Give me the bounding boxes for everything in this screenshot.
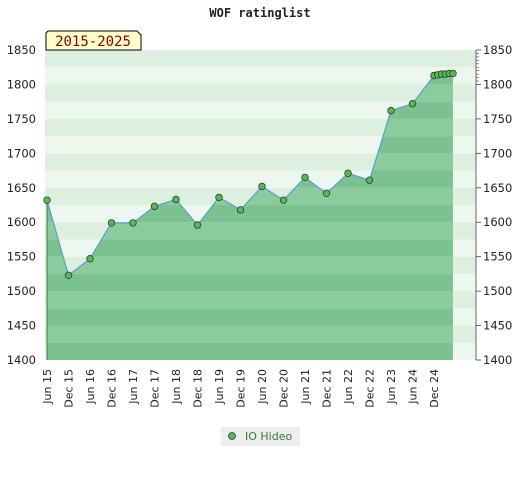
y-tick-label-left: 1700 [7, 146, 36, 160]
data-point [172, 195, 180, 204]
fill-band [47, 291, 453, 309]
data-point [322, 189, 331, 197]
data-point [279, 196, 288, 204]
y-tick-label-right: 1800 [483, 77, 512, 91]
data-point [344, 169, 352, 178]
data-point [215, 193, 223, 202]
x-tick-label: Dec 20 [278, 369, 291, 408]
fill-band [47, 325, 453, 343]
data-point [301, 173, 309, 182]
background-band [45, 50, 476, 68]
x-tick-label: Dec 18 [192, 369, 205, 408]
y-tick-label-right: 1750 [483, 112, 512, 126]
x-tick-label: Jun 19 [213, 369, 226, 405]
legend-series-label: IO Hideo [245, 430, 292, 443]
y-tick-label-right: 1600 [483, 215, 512, 229]
data-points [43, 69, 457, 279]
y-tick-label-right: 1700 [483, 146, 512, 160]
y-tick-label-right: 1550 [483, 250, 512, 264]
background-band [45, 153, 476, 171]
x-axis: Jun 15 Dec 15 Jun 16 Dec 16 Jun 17 Dec 17 Jun … [41, 369, 441, 408]
x-tick-label: Jun 23 [385, 369, 398, 405]
data-point [150, 202, 159, 211]
y-tick-label-left: 1450 [7, 319, 36, 333]
y-tick-label-right: 1850 [483, 43, 512, 57]
x-tick-label: Dec 16 [106, 369, 119, 408]
x-tick-label: Jun 21 [299, 369, 312, 405]
fill-band [47, 222, 453, 240]
background-band [45, 118, 476, 137]
chart-title: WOF ratinglist [209, 6, 310, 20]
y-tick-label-left: 1600 [7, 215, 36, 229]
y-tick-label-right: 1500 [483, 284, 512, 298]
y-tick-label-right: 1450 [483, 319, 512, 333]
x-tick-label: Dec 21 [321, 369, 334, 408]
data-point [408, 100, 417, 108]
x-tick-label: Dec 15 [63, 369, 76, 408]
data-point [193, 221, 202, 229]
y-tick-label-left: 1400 [7, 353, 36, 367]
x-tick-label: Jun 22 [342, 369, 355, 405]
x-tick-label: Jun 15 [41, 369, 54, 405]
legend: IO Hideo [221, 427, 300, 446]
data-point [107, 219, 116, 227]
y-tick-label-left: 1550 [7, 250, 36, 264]
y-tick-label-left: 1650 [7, 181, 36, 195]
data-point [43, 196, 51, 204]
x-tick-label: Dec 17 [149, 369, 162, 408]
y-axis-left: 1400 1450 1500 1550 1600 1650 1700 1750 1800 1850 [7, 43, 36, 367]
data-point [129, 219, 137, 227]
background-band [45, 101, 476, 119]
fill-band [47, 308, 453, 326]
background-band [45, 136, 476, 154]
x-tick-label: Jun 24 [407, 369, 420, 405]
data-point [258, 182, 266, 191]
data-point [236, 206, 245, 214]
y-tick-label-left: 1750 [7, 112, 36, 126]
y-axis-right: 1400 1450 1500 1550 1600 1650 1700 1750 1800 1850 [475, 43, 512, 367]
x-tick-label: Dec 19 [235, 369, 248, 408]
fill-band [47, 273, 453, 292]
fill-band [47, 256, 453, 274]
x-tick-label: Jun 20 [256, 369, 269, 405]
y-tick-label-left: 1500 [7, 284, 36, 298]
period-badge: 2015-2025 [45, 30, 142, 51]
x-tick-label: Jun 16 [84, 369, 97, 405]
y-tick-label-left: 1800 [7, 77, 36, 91]
period-badge-text: 2015-2025 [55, 34, 131, 50]
y-tick-label-right: 1400 [483, 353, 512, 367]
x-tick-label: Dec 22 [364, 369, 377, 408]
data-point [64, 271, 73, 279]
data-point [86, 255, 94, 263]
background-band [45, 84, 476, 102]
fill-band [47, 342, 453, 360]
x-tick-label: Dec 24 [428, 369, 441, 408]
legend-marker-icon [228, 432, 236, 440]
y-tick-label-right: 1650 [483, 181, 512, 195]
y-tick-label-left: 1850 [7, 43, 36, 57]
x-tick-label: Jun 17 [127, 369, 140, 405]
x-tick-label: Jun 18 [170, 369, 183, 405]
data-point [449, 69, 457, 78]
fill-band [47, 239, 453, 257]
background-band [45, 67, 476, 85]
data-point [365, 176, 374, 184]
data-point [387, 106, 395, 115]
